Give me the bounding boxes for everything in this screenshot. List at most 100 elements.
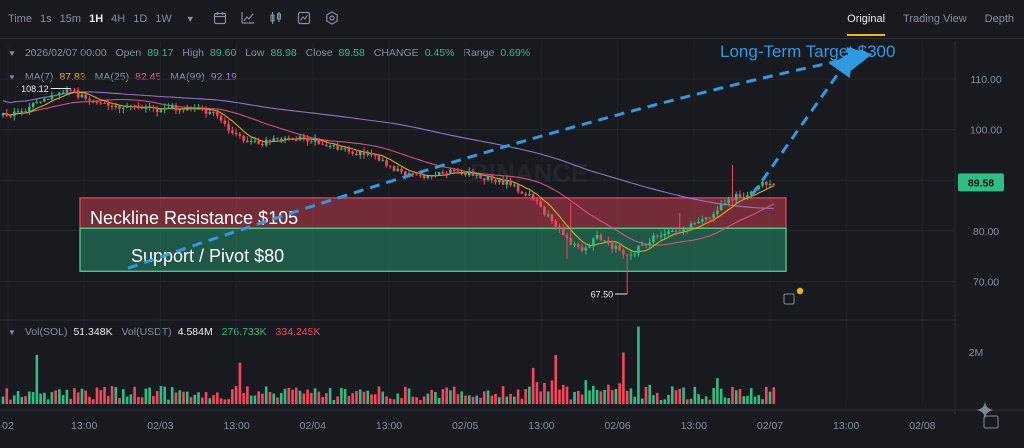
candle-body	[76, 90, 80, 98]
candle-body	[125, 106, 129, 108]
volume-bar	[204, 392, 208, 404]
volume-bar	[456, 394, 460, 404]
volume-bar	[106, 395, 110, 404]
volume-bar	[370, 394, 373, 404]
calculator-icon[interactable]	[783, 293, 795, 305]
high-marker-label: 108.12	[21, 84, 49, 94]
timeframe-1s[interactable]: 1s	[40, 13, 52, 25]
candle-body	[370, 153, 373, 155]
volume-bar	[501, 386, 505, 404]
volume-bar	[471, 396, 475, 404]
settings-icon[interactable]	[325, 10, 339, 28]
volume-bar	[407, 388, 411, 404]
candle-body	[58, 92, 61, 96]
volume-bar	[768, 391, 772, 404]
candle-body	[441, 172, 445, 174]
volume-bar	[535, 382, 539, 404]
volume-bar	[340, 388, 343, 404]
volume-bar	[302, 393, 306, 404]
volume-bar	[404, 386, 407, 404]
timeframe-1w[interactable]: 1W	[155, 13, 172, 25]
volume-bar	[291, 389, 294, 404]
tab-original[interactable]: Original	[847, 0, 885, 38]
timeframe-1d[interactable]: 1D	[133, 13, 148, 25]
candle-body	[163, 107, 166, 110]
volume-bar	[20, 397, 24, 404]
candle-body	[328, 145, 332, 147]
timeframe-15m[interactable]: 15m	[59, 13, 82, 25]
candle-body	[742, 196, 746, 198]
volume-bar	[749, 388, 753, 404]
low-value: 88.98	[270, 47, 297, 59]
volume-bar	[667, 394, 670, 404]
volume-bar	[400, 397, 403, 404]
volume-bar	[757, 395, 761, 404]
volume-bar	[140, 397, 144, 404]
candle-body	[437, 172, 441, 176]
toolbar-divider	[0, 38, 1024, 39]
candle-body	[580, 246, 584, 251]
ma-expand-icon[interactable]: ▼	[8, 73, 16, 82]
candle-body	[91, 100, 95, 102]
candle-body	[193, 107, 197, 109]
candle-body	[618, 245, 621, 251]
volume-bar	[73, 388, 76, 404]
volume-expand-icon[interactable]: ▼	[8, 328, 16, 337]
candle-body	[588, 246, 591, 248]
current-price-tag	[958, 173, 1004, 192]
candle-body	[310, 141, 313, 143]
candle-body	[373, 154, 377, 156]
candle-body	[336, 144, 339, 150]
candlestick-icon[interactable]	[269, 11, 283, 28]
candle-body	[731, 199, 734, 201]
ma99-label: MA(99)	[170, 71, 205, 83]
volume-bar	[178, 390, 182, 404]
timeframe-4h[interactable]: 4H	[111, 13, 126, 25]
candle-body	[449, 169, 452, 174]
candle-body	[554, 220, 558, 227]
volume-bar	[607, 384, 610, 404]
legend-expand-icon[interactable]: ▼	[8, 49, 16, 58]
timeframe-1h[interactable]: 1H	[89, 13, 104, 25]
candle-body	[678, 231, 682, 233]
candle-body	[174, 105, 178, 111]
volume-bar	[249, 395, 253, 404]
candle-body	[347, 148, 351, 152]
candle-body	[471, 171, 475, 176]
target-direct-arrow	[751, 51, 854, 196]
volume-bar	[520, 398, 524, 404]
volume-bar	[174, 392, 178, 404]
volume-bar	[554, 354, 558, 404]
indicator-icon[interactable]	[297, 11, 311, 28]
calendar-icon[interactable]	[213, 11, 227, 28]
volume-bar	[46, 399, 50, 404]
tab-depth[interactable]: Depth	[984, 13, 1014, 25]
candle-body	[716, 210, 719, 214]
chevron-down-icon[interactable]: ▼	[185, 14, 195, 24]
candle-body	[404, 171, 407, 176]
volume-bar	[223, 399, 227, 404]
volume-bar	[655, 392, 659, 404]
candle-body	[321, 143, 324, 145]
volume-bar	[200, 397, 204, 404]
volume-bar	[625, 390, 629, 404]
tab-trading-view[interactable]: Trading View	[903, 13, 967, 25]
auto-scale-icon[interactable]	[983, 415, 999, 429]
line-chart-icon[interactable]	[241, 11, 255, 28]
candle-body	[723, 203, 727, 205]
volume-bar	[321, 396, 324, 404]
volume-bar	[118, 397, 121, 404]
volume-bar	[54, 390, 57, 404]
candle-body	[31, 102, 35, 107]
candle-body	[629, 254, 633, 256]
time-label[interactable]: Time	[8, 13, 33, 25]
volume-bar	[524, 389, 527, 404]
candle-body	[648, 242, 652, 246]
volume-bar	[441, 389, 445, 404]
volume-bar	[313, 388, 317, 404]
volume-bar	[208, 398, 212, 404]
candle-body	[283, 137, 287, 139]
volume-bar	[599, 391, 603, 404]
candle-body	[486, 175, 490, 180]
